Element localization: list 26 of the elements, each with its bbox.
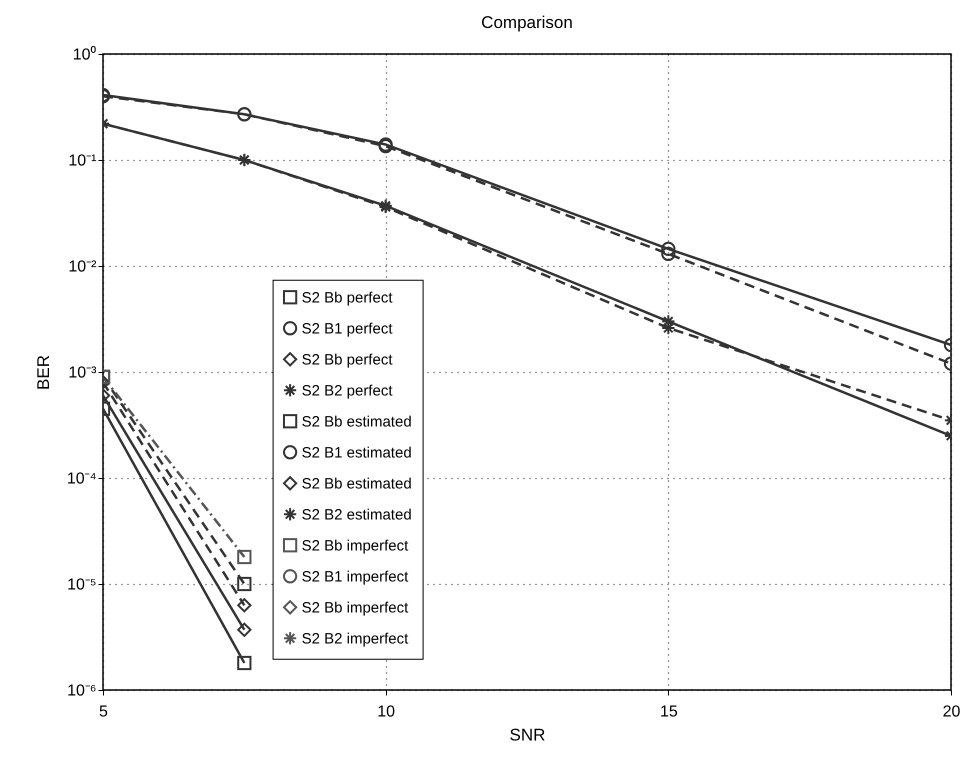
x-tick-label: 5: [99, 704, 108, 720]
chart-title: Comparison: [481, 13, 573, 32]
x-tick-label: 20: [942, 704, 960, 720]
x-axis-title: SNR: [510, 726, 546, 744]
legend-label: S2 B2 estimated: [302, 506, 412, 524]
y-tick-label: 10⁻⁶: [67, 682, 96, 700]
y-tick-label: 10⁻⁴: [66, 470, 97, 488]
legend-label: S2 B1 perfect: [302, 320, 394, 338]
y-tick-label: 10⁰: [72, 46, 96, 64]
legend-label: S2 B2 perfect: [302, 382, 394, 400]
y-tick-label: 10⁻⁵: [67, 576, 96, 594]
x-tick-label: 15: [660, 704, 678, 720]
legend-label: S2 B1 estimated: [302, 444, 412, 462]
legend-label: S2 Bb perfect: [302, 351, 394, 368]
legend-label: S2 B1 imperfect: [302, 568, 410, 586]
y-tick-label: 10⁻²: [68, 258, 98, 276]
y-tick-label: 10⁻³: [68, 364, 98, 382]
y-tick-label: 10⁻¹: [68, 152, 96, 170]
legend-label: S2 B2 imperfect: [302, 630, 410, 648]
legend-label: S2 Bb imperfect: [302, 599, 410, 616]
legend-label: S2 Bb imperfect: [302, 537, 410, 554]
legend-label: S2 Bb perfect: [302, 289, 394, 306]
legend-label: S2 Bb estimated: [302, 475, 412, 492]
y-axis-title: BER: [34, 355, 53, 390]
legend-label: S2 Bb estimated: [302, 413, 412, 430]
x-tick-label: 10: [377, 704, 396, 720]
